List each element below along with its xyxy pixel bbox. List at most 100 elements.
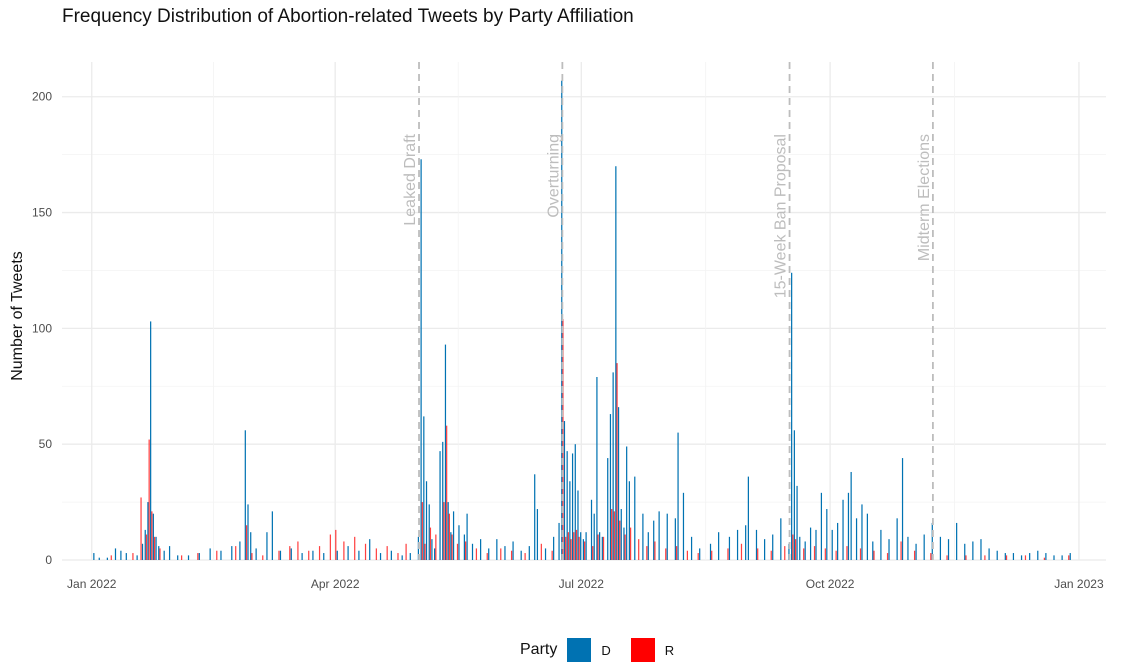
bar-d xyxy=(901,458,904,560)
bar-d xyxy=(1053,555,1055,560)
bar-d xyxy=(939,536,942,560)
x-tick-label: Jan 2023 xyxy=(1054,577,1104,591)
bar-r xyxy=(524,553,526,560)
bar-d xyxy=(872,541,874,560)
bar-d xyxy=(504,546,506,560)
bar-r xyxy=(654,541,656,560)
bar-d xyxy=(168,546,171,560)
legend-swatch-r xyxy=(630,638,655,662)
bar-d xyxy=(401,555,403,560)
bar-r xyxy=(567,532,569,560)
bar-r xyxy=(886,553,889,560)
bar-d xyxy=(177,555,179,560)
bar-d xyxy=(674,518,676,560)
bar-d xyxy=(747,476,749,560)
bar-r xyxy=(686,550,688,560)
bar-r xyxy=(757,548,759,560)
bar-r xyxy=(1068,555,1070,560)
bar-d xyxy=(106,557,108,560)
bar-r xyxy=(573,532,575,560)
bar-r xyxy=(675,546,678,560)
bar-r xyxy=(873,550,875,560)
bar-r xyxy=(181,555,183,560)
bar-r xyxy=(824,548,826,560)
y-tick-label: 50 xyxy=(39,437,53,451)
bar-d xyxy=(964,543,966,560)
bar-d xyxy=(847,492,850,560)
bar-d xyxy=(312,550,314,560)
bar-r xyxy=(697,553,699,560)
y-axis-label: Number of Tweets xyxy=(9,251,26,381)
axis-layer: 0 50 100 150 200 Jan 2022 Apr 2022 Jul 2022 Oct … xyxy=(32,90,1104,591)
bar-r xyxy=(619,520,621,560)
bar-d xyxy=(136,555,138,560)
bar-d xyxy=(972,541,974,560)
bar-d xyxy=(820,492,823,560)
bar-r xyxy=(329,534,331,560)
bar-d xyxy=(585,532,587,560)
bar-d xyxy=(255,548,257,560)
bar-d xyxy=(682,492,685,560)
bar-d xyxy=(915,543,917,560)
bar-r xyxy=(616,363,618,560)
bar-r xyxy=(613,511,615,560)
bar-r xyxy=(551,550,553,560)
bar-d xyxy=(718,532,720,560)
legend-label-r: R xyxy=(664,642,675,658)
bar-d xyxy=(458,525,460,560)
bar-r xyxy=(792,534,794,560)
bar-d xyxy=(653,520,655,560)
bar-r xyxy=(946,555,948,560)
bar-d xyxy=(615,166,617,561)
bar-d xyxy=(793,430,795,560)
bar-d xyxy=(577,490,579,560)
bar-d xyxy=(1061,555,1063,560)
x-tick-label: Apr 2022 xyxy=(311,577,360,591)
bar-r xyxy=(262,555,264,560)
bar-r xyxy=(784,546,786,560)
bar-d xyxy=(558,522,560,560)
bar-r xyxy=(846,546,848,560)
bar-d xyxy=(1029,553,1031,560)
bar-d xyxy=(347,546,349,560)
bar-d xyxy=(609,414,612,560)
bar-d xyxy=(271,511,273,560)
event-label: Overturning xyxy=(545,134,562,218)
bar-d xyxy=(209,548,211,560)
bar-r xyxy=(354,536,356,560)
bar-r xyxy=(475,548,478,560)
bar-d xyxy=(1037,550,1039,560)
bar-d xyxy=(434,548,436,560)
bar-d xyxy=(582,539,584,560)
bar-d xyxy=(745,525,747,560)
bar-r xyxy=(148,439,150,560)
chart-plot: Leaked Draft Overturning 15-Week Ban Propo… xyxy=(9,62,1106,591)
bar-r xyxy=(308,550,310,560)
bar-d xyxy=(336,550,338,560)
bar-r xyxy=(835,550,837,560)
bar-d xyxy=(431,539,433,560)
bar-d xyxy=(709,543,712,560)
bar-r xyxy=(297,541,299,560)
bar-d xyxy=(369,539,371,560)
bar-d xyxy=(842,499,844,560)
bar-d xyxy=(247,504,249,560)
x-tick-label: Oct 2022 xyxy=(806,577,855,591)
bar-d xyxy=(626,446,628,560)
bars-layer xyxy=(93,80,1071,561)
bar-d xyxy=(855,518,858,560)
bar-d xyxy=(379,553,382,560)
event-label: Midterm Elections xyxy=(916,134,933,261)
bar-d xyxy=(141,543,144,560)
bar-d xyxy=(425,481,428,560)
bar-r xyxy=(665,548,667,560)
bar-r xyxy=(930,553,932,560)
bar-r xyxy=(235,546,237,560)
bar-d xyxy=(593,513,595,560)
bar-d xyxy=(496,539,498,560)
bar-r xyxy=(510,550,513,560)
bar-d xyxy=(244,430,246,560)
bar-r xyxy=(570,539,572,560)
bar-r xyxy=(456,543,459,560)
bar-d xyxy=(596,377,598,560)
